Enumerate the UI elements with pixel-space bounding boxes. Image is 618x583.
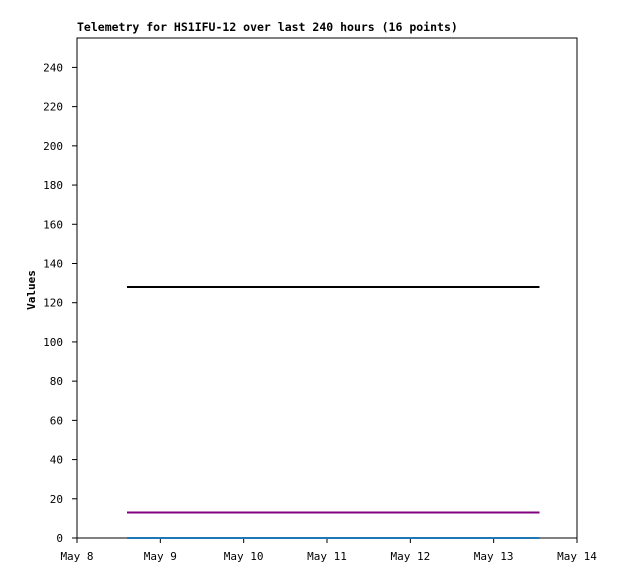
- y-tick-label: 140: [43, 257, 63, 270]
- y-tick-label: 40: [50, 454, 63, 467]
- y-tick-label: 20: [50, 493, 63, 506]
- y-tick-label: 0: [56, 532, 63, 545]
- y-tick-label: 120: [43, 297, 63, 310]
- y-tick-label: 220: [43, 101, 63, 114]
- y-tick-label: 160: [43, 218, 63, 231]
- chart-title: Telemetry for HS1IFU-12 over last 240 ho…: [77, 20, 458, 34]
- x-tick-label: May 12: [390, 550, 430, 563]
- x-tick-label: May 14: [557, 550, 597, 563]
- x-tick-label: May 11: [307, 550, 347, 563]
- x-tick-label: May 10: [224, 550, 264, 563]
- y-tick-label: 240: [43, 61, 63, 74]
- y-axis-label: Values: [25, 270, 38, 310]
- x-tick-label: May 9: [144, 550, 177, 563]
- y-tick-label: 200: [43, 140, 63, 153]
- x-tick-label: May 8: [60, 550, 93, 563]
- y-tick-label: 100: [43, 336, 63, 349]
- y-tick-label: 60: [50, 414, 63, 427]
- x-tick-label: May 13: [474, 550, 514, 563]
- y-tick-label: 80: [50, 375, 63, 388]
- y-tick-label: 180: [43, 179, 63, 192]
